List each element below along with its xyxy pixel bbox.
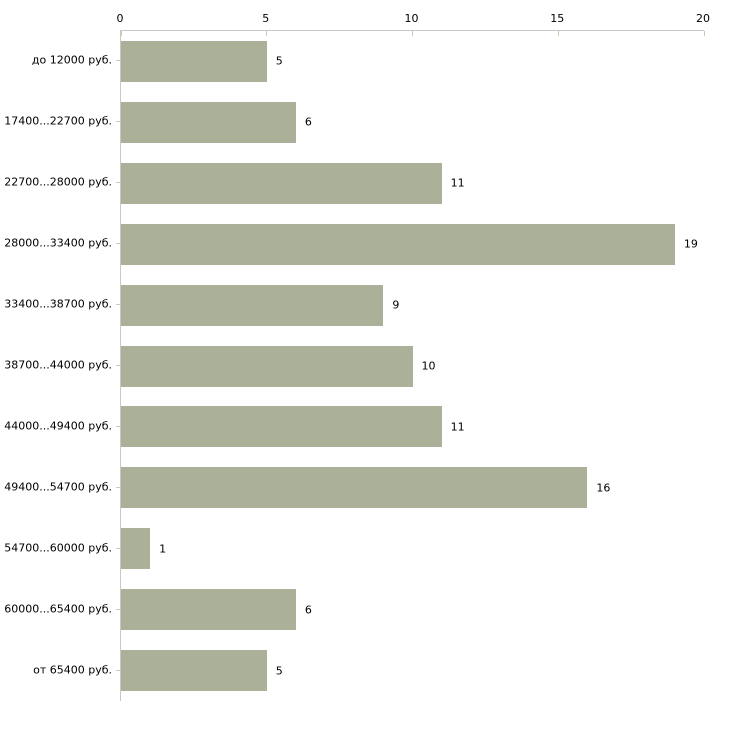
y-axis-label-tick: [116, 121, 120, 123]
bar-value-label: 16: [596, 481, 611, 495]
bar-value-label: 6: [304, 115, 312, 129]
bar-value-label: 6: [304, 603, 312, 617]
bar: [121, 162, 442, 204]
bar: [121, 223, 675, 265]
bar: [121, 589, 296, 631]
bar: [121, 101, 296, 143]
x-axis-tick: [412, 31, 413, 36]
plot-area: 5 6 11 19 9 10 11 16 1 6 5: [120, 30, 705, 701]
bar: [121, 650, 267, 692]
bar-value-label: 9: [392, 298, 400, 312]
x-axis-tick: [266, 31, 268, 36]
x-axis-tick-label: 0: [116, 12, 124, 25]
y-axis-label-tick: [116, 243, 120, 245]
y-axis-category-label: 54700...60000 руб.: [4, 541, 112, 555]
bar: [121, 345, 413, 387]
y-axis-category-label: 28000...33400 руб.: [4, 236, 112, 250]
bar-value-label: 10: [421, 359, 436, 373]
y-axis-category-label: до 12000 руб.: [31, 53, 112, 67]
y-axis-category-label: 44000...49400 руб.: [4, 419, 112, 433]
x-axis-tick: [120, 31, 122, 36]
x-axis-tick: [557, 31, 559, 36]
y-axis-category-label: 17400...22700 руб.: [4, 114, 112, 128]
y-axis-category-label: 33400...38700 руб.: [4, 297, 112, 311]
bar-value-label: 5: [275, 54, 283, 68]
y-axis-label-tick: [116, 669, 120, 671]
y-axis-category-label: 38700...44000 руб.: [4, 358, 112, 372]
x-axis-tick-label: 5: [262, 12, 270, 25]
x-axis-tick: [703, 31, 705, 36]
y-axis-category-label: 22700...28000 руб.: [4, 175, 112, 189]
y-axis-category-label: от 65400 руб.: [33, 663, 112, 677]
bar: [121, 406, 442, 448]
y-axis-label-tick: [116, 365, 120, 366]
y-axis-label-tick: [116, 486, 120, 488]
x-axis-tick-label: 10: [404, 12, 419, 25]
bar-value-label: 11: [450, 176, 465, 190]
bar: [121, 284, 384, 326]
y-axis-label-tick: [116, 608, 120, 610]
bar-value-label: 11: [450, 420, 465, 434]
bar: [121, 528, 151, 570]
bar: [121, 40, 267, 82]
y-axis-label-tick: [116, 60, 120, 62]
x-axis-tick-label: 15: [550, 12, 565, 25]
y-axis-category-label: 49400...54700 руб.: [4, 480, 112, 494]
bar: [121, 467, 588, 509]
bar-value-label: 5: [275, 664, 283, 678]
y-axis-label-tick: [116, 425, 120, 427]
y-axis-label-tick: [116, 304, 120, 306]
x-axis-tick-label: 20: [696, 12, 710, 25]
y-axis-label-tick: [116, 182, 120, 184]
bar-value-label: 1: [159, 542, 167, 556]
bar-value-label: 19: [683, 237, 698, 251]
y-axis-category-label: 60000...65400 руб.: [4, 602, 112, 616]
y-axis-label-tick: [116, 547, 120, 549]
